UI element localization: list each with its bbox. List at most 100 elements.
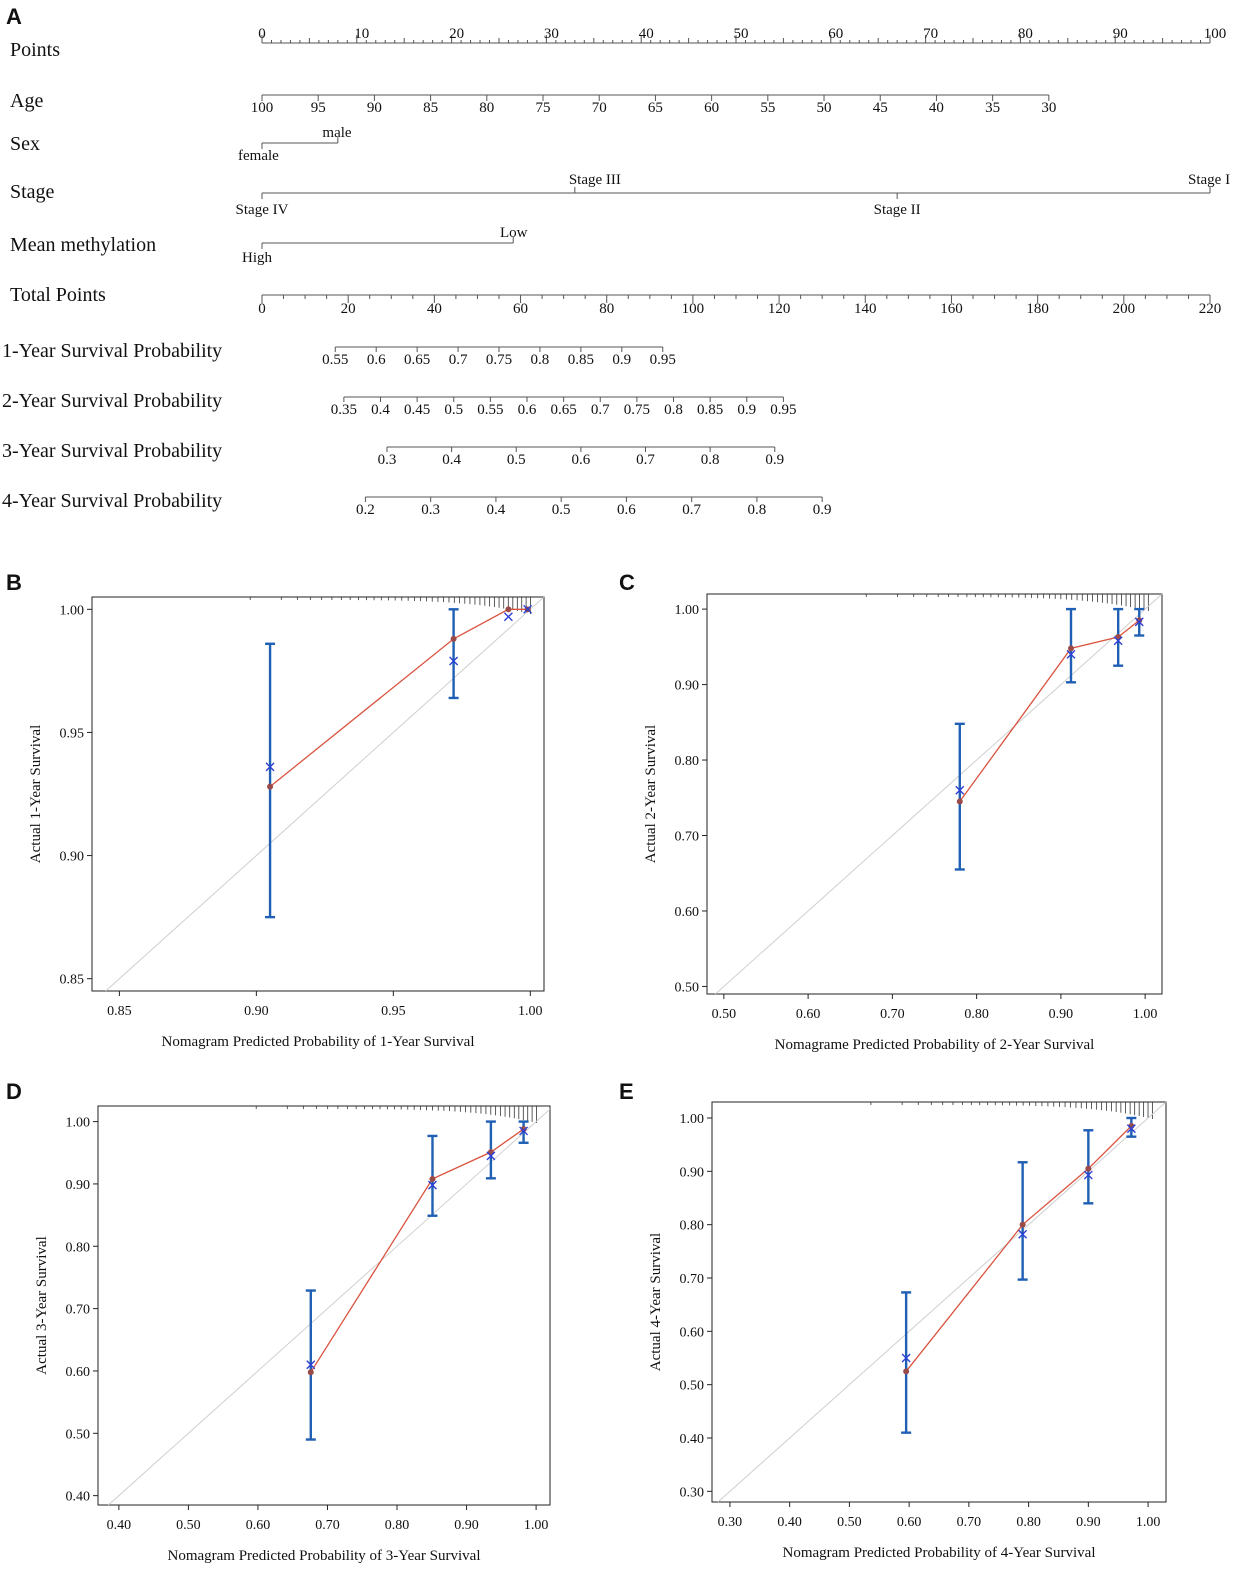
x-axis-title: Nomagram Predicted Probability of 4-Year… <box>782 1545 1095 1561</box>
x-tick-label: 0.40 <box>107 1518 132 1533</box>
x-tick-label: 0.90 <box>1049 1007 1074 1022</box>
tick-label: 40 <box>639 26 654 42</box>
plot-frame <box>706 593 1163 995</box>
bias-corrected-point <box>427 1180 437 1190</box>
tick-label: 0.2 <box>356 502 375 518</box>
panel-label-b: B <box>6 570 22 595</box>
tick-label: 0.8 <box>664 402 683 418</box>
row-label: 1-Year Survival Probability <box>2 340 222 362</box>
x-tick-label: 0.70 <box>315 1518 340 1533</box>
x-tick-label: 0.70 <box>880 1007 905 1022</box>
bias-corrected-point <box>1018 1229 1028 1239</box>
tick-label: 80 <box>599 301 614 317</box>
calibration-4year-panel: 0.30 0.40 0.50 0.60 0.70 0.80 0.90 1.00 0.30 0.40… <box>648 1101 1167 1561</box>
tick-label: 20 <box>341 301 356 317</box>
tick-label: 0.7 <box>636 452 655 468</box>
tick-label: 0.5 <box>444 402 463 418</box>
tick-label: 45 <box>873 100 888 116</box>
observed-line <box>959 619 1140 802</box>
tick-label: 40 <box>427 301 442 317</box>
tick-label: 0.4 <box>442 452 461 468</box>
tick-label: 40 <box>929 100 944 116</box>
tick-label: 0.9 <box>813 502 832 518</box>
y-tick-label: 0.70 <box>675 830 700 845</box>
x-tick-label: 0.60 <box>246 1518 271 1533</box>
y-tick-label: 0.60 <box>675 905 700 920</box>
tick-label: 0.85 <box>568 352 594 368</box>
panel-label-a: A <box>6 4 22 29</box>
tick-label: High <box>242 250 273 266</box>
tick-label: 0.5 <box>552 502 571 518</box>
tick-label: 0.8 <box>531 352 550 368</box>
bias-corrected-point <box>486 1151 496 1161</box>
bias-corrected-point <box>1066 649 1076 659</box>
tick-label: Stage I <box>1188 172 1230 188</box>
tick-label: 0.6 <box>518 402 537 418</box>
tick-label: 0.7 <box>449 352 468 368</box>
x-tick-label: 1.00 <box>1133 1007 1158 1022</box>
y-tick-label: 0.90 <box>66 1178 91 1193</box>
x-tick-label: 0.50 <box>176 1518 201 1533</box>
x-tick-label: 0.60 <box>796 1007 821 1022</box>
y-tick-label: 0.80 <box>66 1240 91 1255</box>
y-tick-label: 1.00 <box>66 1116 91 1131</box>
observed-point <box>1136 617 1143 624</box>
y-tick-label: 0.40 <box>66 1490 91 1505</box>
x-tick-label: 0.90 <box>1076 1515 1101 1530</box>
y-tick-label: 0.50 <box>66 1427 91 1442</box>
tick-label: 30 <box>1041 100 1056 116</box>
tick-label: 35 <box>985 100 1000 116</box>
tick-label: 160 <box>940 301 963 317</box>
tick-label: 0.65 <box>551 402 577 418</box>
tick-label: 0.75 <box>486 352 512 368</box>
plot-frame <box>97 1105 551 1506</box>
y-tick-label: 0.90 <box>60 850 85 865</box>
tick-label: 30 <box>544 26 559 42</box>
ideal-line <box>105 596 545 992</box>
y-tick-label: 0.40 <box>680 1432 705 1447</box>
tick-label: 0.4 <box>487 502 506 518</box>
x-tick-label: 0.85 <box>107 1004 132 1019</box>
tick-label: female <box>238 148 279 164</box>
x-tick-label: 1.00 <box>518 1004 543 1019</box>
row-label: 4-Year Survival Probability <box>2 490 222 512</box>
nomogram-panel: Points 0 10 20 30 40 50 60 70 80 90 100 Age 100 95 90 85… <box>2 26 1230 518</box>
tick-label: 0.55 <box>477 402 503 418</box>
x-tick-label: 0.80 <box>964 1007 989 1022</box>
tick-label: 0.35 <box>331 402 357 418</box>
tick-label: 0.6 <box>571 452 590 468</box>
tick-label: 60 <box>828 26 843 42</box>
tick-label: 140 <box>854 301 877 317</box>
bias-corrected-point <box>265 762 275 772</box>
tick-label: 0.9 <box>612 352 631 368</box>
panel-label-c: C <box>619 570 635 595</box>
row-label: Mean methylation <box>10 234 156 256</box>
row-label: 2-Year Survival Probability <box>2 390 222 412</box>
row-label: Points <box>10 39 60 61</box>
row-label: Sex <box>10 133 40 155</box>
x-tick-label: 0.50 <box>837 1515 862 1530</box>
tick-label: 65 <box>648 100 663 116</box>
tick-label: 0.5 <box>507 452 526 468</box>
tick-label: 85 <box>423 100 438 116</box>
bias-corrected-point <box>523 604 533 614</box>
x-tick-label: 0.90 <box>244 1004 269 1019</box>
y-tick-label: 0.30 <box>680 1485 705 1500</box>
y-tick-label: 0.90 <box>675 679 700 694</box>
x-axis-title: Nomagrame Predicted Probability of 2-Yea… <box>775 1037 1095 1053</box>
y-tick-label: 0.50 <box>675 980 700 995</box>
y-tick-label: 0.85 <box>60 973 85 988</box>
x-tick-label: 0.90 <box>454 1518 479 1533</box>
tick-label: 90 <box>1113 26 1128 42</box>
tick-label: 0.65 <box>404 352 430 368</box>
bias-corrected-point <box>503 612 513 622</box>
bias-corrected-point <box>1083 1170 1093 1180</box>
tick-label: 0.8 <box>701 452 720 468</box>
tick-label: 80 <box>479 100 494 116</box>
x-axis-title: Nomagram Predicted Probability of 1-Year… <box>161 1034 474 1050</box>
observed-point <box>520 1126 527 1133</box>
y-axis-title: Actual 3-Year Survival <box>34 1236 50 1374</box>
tick-label: Stage III <box>569 172 621 188</box>
tick-label: 60 <box>704 100 719 116</box>
tick-label: 70 <box>923 26 938 42</box>
